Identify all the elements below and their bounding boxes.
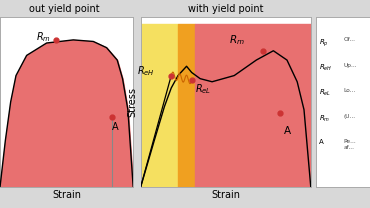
Text: Of...: Of... — [343, 37, 355, 42]
Text: $R_p$: $R_p$ — [319, 37, 329, 49]
Text: $R_{eH}$: $R_{eH}$ — [137, 64, 155, 78]
Text: Up...: Up... — [343, 63, 357, 68]
Text: Pe...
af...: Pe... af... — [343, 139, 356, 150]
Text: $R_m$: $R_m$ — [229, 33, 245, 47]
Text: $R_m$: $R_m$ — [36, 30, 51, 44]
Text: $R_{eL}$: $R_{eL}$ — [319, 88, 331, 98]
Bar — [178, 24, 195, 187]
Bar — [195, 24, 311, 187]
Title: with yield point: with yield point — [188, 5, 263, 15]
Text: Lo...: Lo... — [343, 88, 356, 93]
Text: $R_{eH}$: $R_{eH}$ — [319, 63, 332, 73]
Text: (U...: (U... — [343, 114, 355, 119]
X-axis label: Strain: Strain — [52, 190, 81, 200]
Bar — [141, 24, 178, 187]
Text: A: A — [112, 122, 118, 132]
Text: out yield point: out yield point — [29, 5, 100, 15]
Text: $R_{eL}$: $R_{eL}$ — [195, 83, 211, 97]
Text: A: A — [283, 126, 291, 136]
Y-axis label: Stress: Stress — [128, 87, 138, 117]
Text: $R_m$: $R_m$ — [319, 114, 330, 124]
X-axis label: Strain: Strain — [211, 190, 240, 200]
Text: A: A — [319, 139, 324, 145]
